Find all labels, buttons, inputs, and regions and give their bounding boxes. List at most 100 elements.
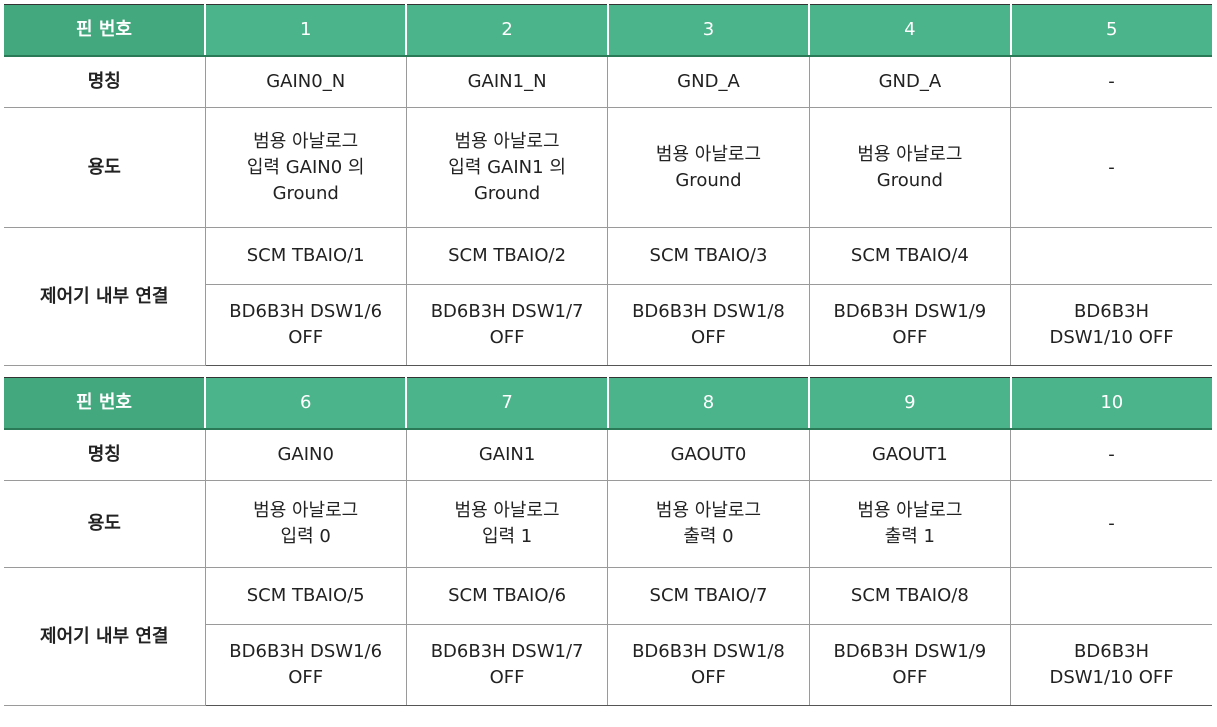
bd-connection-line: BD6B3H DSW1/9 bbox=[833, 301, 987, 322]
pin-use-line: 출력 1 bbox=[884, 526, 936, 547]
row-label-use: 용도 bbox=[4, 480, 206, 568]
pin-use-line: Ground bbox=[876, 169, 943, 191]
pin-number-cell: 8 bbox=[606, 377, 811, 430]
bd-connection-line: OFF bbox=[489, 327, 525, 348]
pin-name-cell: GND_A bbox=[808, 55, 1012, 108]
pin-use-line: Ground bbox=[473, 182, 541, 204]
pin-name-cell: - bbox=[1010, 55, 1212, 108]
pin-number-cell: 5 bbox=[1009, 4, 1212, 57]
pin-use-line: 범용 아날로그 bbox=[655, 500, 762, 521]
bd-connection-cell: BD6B3H DSW1/8 OFF bbox=[607, 624, 810, 706]
header-row: 핀 번호 1 2 3 4 5 bbox=[4, 4, 1212, 57]
pin-name-cell: GAIN1 bbox=[405, 428, 609, 481]
scm-connection-cell: SCM TBAIO/8 bbox=[808, 567, 1012, 625]
pin-use-line: 범용 아날로그 bbox=[253, 500, 359, 521]
bd-connection-line: BD6B3H DSW1/6 bbox=[229, 641, 383, 662]
pin-number-cell: 6 bbox=[203, 377, 408, 430]
pin-number-cell: 2 bbox=[405, 4, 609, 57]
pin-use-cell: - bbox=[1010, 107, 1212, 228]
bd-connection-line: BD6B3H DSW1/8 bbox=[632, 301, 785, 322]
bd-connection-cell: BD6B3H DSW1/7 OFF bbox=[405, 284, 609, 366]
bd-connection-line: OFF bbox=[691, 667, 726, 688]
row-label-connection: 제어기 내부 연결 bbox=[4, 567, 206, 706]
pin-use-line: - bbox=[1108, 513, 1115, 534]
scm-connection-cell bbox=[1010, 567, 1212, 625]
pin-name-cell: GND_A bbox=[607, 55, 810, 108]
scm-connection-cell: SCM TBAIO/1 bbox=[204, 227, 407, 285]
bd-connection-cell: BD6B3H DSW1/8 OFF bbox=[607, 284, 810, 366]
pin-use-line: 입력 1 bbox=[481, 526, 533, 547]
pin-number-cell: 10 bbox=[1009, 377, 1212, 430]
name-row: 명칭 GAIN0_N GAIN1_N GND_A GND_A - bbox=[4, 55, 1212, 108]
pin-name-cell: GAIN0 bbox=[204, 428, 407, 481]
pin-use-line: Ground bbox=[272, 182, 339, 204]
pin-use-line: 범용 아날로그 bbox=[655, 143, 762, 165]
use-row: 용도 범용 아날로그 입력 0 범용 아날로그 입력 1 범용 아날로그 출력 0 범용 아날… bbox=[4, 480, 1212, 568]
pin-use-line: 출력 0 bbox=[683, 526, 734, 547]
bd-connection-line: OFF bbox=[892, 667, 928, 688]
scm-row: 제어기 내부 연결 SCM TBAIO/5 SCM TBAIO/6 SCM TBAIO… bbox=[4, 567, 1212, 706]
pin-use-line: 입력 GAIN0 의 bbox=[246, 156, 365, 178]
pin-number-cell: 1 bbox=[203, 4, 408, 57]
bd-connection-line: OFF bbox=[892, 327, 928, 348]
scm-connection-cell: SCM TBAIO/5 bbox=[204, 567, 407, 625]
pin-use-line: 입력 GAIN1 의 bbox=[448, 156, 566, 178]
bd-connection-cell: BD6B3H DSW1/6 OFF bbox=[205, 624, 407, 706]
row-label-name: 명칭 bbox=[4, 428, 206, 481]
bd-connection-line: BD6B3H bbox=[1074, 641, 1150, 662]
pin-use-line: 범용 아날로그 bbox=[857, 500, 963, 521]
pin-name-cell: GAOUT1 bbox=[808, 428, 1012, 481]
pin-table-2: 핀 번호 6 7 8 9 10 명칭 GAIN0 GAIN1 GAOUT0 GAOUT1- 용도 범용 … bbox=[4, 377, 1212, 706]
bd-connection-cell: BD6B3H DSW1/6 OFF bbox=[205, 284, 407, 366]
pin-use-cell: 범용 아날로그 입력 GAIN1 의 Ground bbox=[405, 107, 609, 228]
pin-table-1: 핀 번호 1 2 3 4 5 명칭 GAIN0_N GAIN1_N GND_A GND_A - 용도 범용… bbox=[4, 4, 1212, 366]
pin-use-line: 범용 아날로그 bbox=[857, 143, 963, 165]
bd-connection-line: BD6B3H DSW1/8 bbox=[632, 641, 785, 662]
row-label-connection: 제어기 내부 연결 bbox=[4, 227, 206, 366]
bd-connection-line: OFF bbox=[288, 327, 324, 348]
bd-connection-cell: BD6B3H DSW1/7 OFF bbox=[405, 624, 609, 706]
bd-connection-line: BD6B3H DSW1/7 bbox=[430, 301, 584, 322]
pin-use-line: 입력 0 bbox=[280, 526, 331, 547]
bd-connection-line: DSW1/10 OFF bbox=[1049, 667, 1174, 688]
header-label-pin-number: 핀 번호 bbox=[4, 377, 206, 430]
bd-connection-cell: BD6B3H DSW1/10 OFF bbox=[1010, 284, 1212, 366]
pin-use-line: - bbox=[1108, 156, 1115, 178]
pin-use-cell: 범용 아날로그 Ground bbox=[607, 107, 810, 228]
scm-connection-cell: SCM TBAIO/3 bbox=[607, 227, 810, 285]
scm-connection-cell: SCM TBAIO/2 bbox=[405, 227, 609, 285]
pin-number-cell: 4 bbox=[808, 4, 1012, 57]
scm-row: 제어기 내부 연결 SCM TBAIO/1 SCM TBAIO/2 SCM TBAIO… bbox=[4, 227, 1212, 366]
bd-connection-cell: BD6B3H DSW1/10 OFF bbox=[1010, 624, 1212, 706]
name-row: 명칭 GAIN0 GAIN1 GAOUT0 GAOUT1- bbox=[4, 428, 1212, 481]
pin-number-cell: 9 bbox=[808, 377, 1012, 430]
scm-connection-cell: SCM TBAIO/4 bbox=[808, 227, 1012, 285]
bd-row: BD6B3H DSW1/6 OFF BD6B3H DSW1/7 OFF BD6B3H D… bbox=[4, 284, 1212, 366]
scm-connection-cell: SCM TBAIO/6 bbox=[405, 567, 609, 625]
header-row: 핀 번호 6 7 8 9 10 bbox=[4, 377, 1212, 430]
row-label-use: 용도 bbox=[4, 107, 206, 228]
bd-connection-line: OFF bbox=[489, 667, 525, 688]
pin-use-cell: 범용 아날로그 Ground bbox=[808, 107, 1012, 228]
row-label-name: 명칭 bbox=[4, 55, 206, 108]
pin-use-line: 범용 아날로그 bbox=[253, 130, 359, 152]
bd-connection-line: BD6B3H bbox=[1074, 301, 1150, 322]
pin-name-cell: GAIN0_N bbox=[204, 55, 407, 108]
bd-row: BD6B3H DSW1/6 OFF BD6B3H DSW1/7 OFF BD6B3H D… bbox=[4, 624, 1212, 706]
bd-connection-line: OFF bbox=[288, 667, 324, 688]
scm-connection-cell bbox=[1010, 227, 1212, 285]
bd-connection-line: BD6B3H DSW1/6 bbox=[229, 301, 383, 322]
bd-connection-cell: BD6B3H DSW1/9 OFF bbox=[808, 284, 1012, 366]
pin-name-cell: - bbox=[1010, 428, 1212, 481]
bd-connection-cell: BD6B3H DSW1/9 OFF bbox=[808, 624, 1012, 706]
pin-use-line: 범용 아날로그 bbox=[454, 500, 560, 521]
pin-number-cell: 7 bbox=[405, 377, 609, 430]
pin-name-cell: GAOUT0 bbox=[607, 428, 810, 481]
bd-connection-line: BD6B3H DSW1/9 bbox=[833, 641, 987, 662]
